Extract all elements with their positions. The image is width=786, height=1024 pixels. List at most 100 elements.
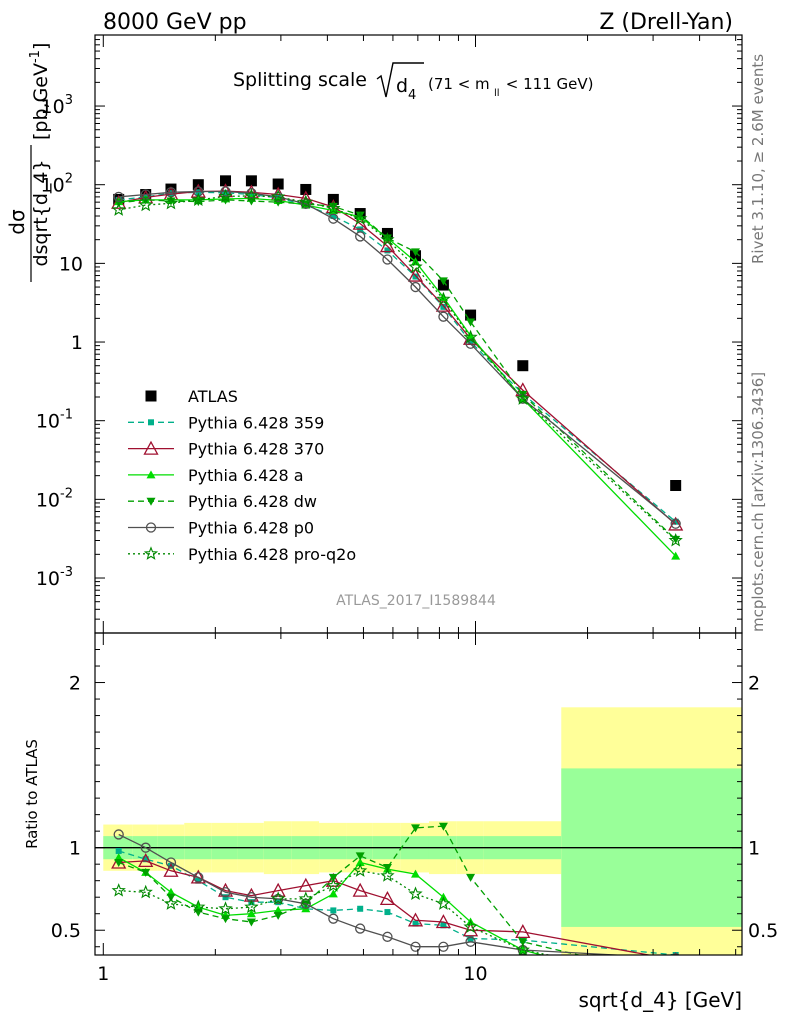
data-point [166,197,176,206]
ratio-line [118,857,544,955]
ratio-line [118,833,627,955]
series-5 [113,186,681,529]
ratio-point [195,877,202,884]
ratio-y-tick-label: 0.5 [51,920,81,942]
ratio-point [275,899,282,906]
ratio-point [466,873,476,882]
legend-label: Pythia 6.428 p0 [188,519,314,538]
ratio-point [138,884,153,899]
ratio-point [244,899,259,914]
ratio-point [140,842,151,853]
data-point [438,311,449,322]
data-point [193,186,204,197]
ratio-y-tick-label-right: 1 [748,838,760,860]
ratio-point [163,896,179,910]
data-point [355,211,365,220]
ratio-point [111,883,126,897]
legend-entry: Pythia 6.428 a [128,466,304,485]
data-point [191,192,206,207]
legend-entry: Pythia 6.428 pro-q2o [128,545,356,564]
legend-label: Pythia 6.428 pro-q2o [188,545,356,564]
data-point [671,551,681,560]
ratio-point [138,853,154,868]
title-range-sub: ll [494,88,500,99]
ratio-point [328,913,339,924]
legend-label: Pythia 6.428 359 [188,413,324,432]
ratio-point [113,829,124,840]
title-range-suffix: < 111 GeV) [501,75,593,93]
y-label-unit-main: [pb,GeV [30,63,52,140]
ratio-point [221,915,231,924]
data-point [330,213,337,220]
data-point [671,535,681,544]
ratio-axes: 0.5 0.5 1 1 2 2 1 10 [51,632,778,985]
ratio-line [118,850,676,955]
ratio-point [115,847,122,854]
data-point [517,360,529,372]
analysis-id-label: ATLAS_2017_I1589844 [336,593,496,609]
data-point [271,189,286,203]
ratio-point [271,891,286,905]
legend-marker [148,419,154,426]
y-label-numerator: dσ [5,209,29,235]
ratio-point [671,953,680,955]
ratio-point [326,878,341,892]
legend-entry: Pythia 6.428 p0 [128,519,314,538]
ratio-point [463,919,478,933]
ratio-point [352,882,368,897]
data-point [218,188,233,203]
main-series-layer [111,175,684,560]
data-point [353,211,368,225]
process-label: Z (Drell-Yan) [599,10,733,35]
svg-text:4: 4 [408,88,416,103]
data-point [220,186,231,197]
ratio-point [438,941,449,952]
ratio-series-5 [111,863,552,955]
legend-marker [143,546,159,560]
ratio-point [438,822,448,831]
x-tick-label: 1 [97,963,109,985]
data-point [670,480,682,492]
ratio-y-tick-label: 2 [69,673,81,695]
sqrt-symbol [376,62,424,98]
legend-label: Pythia 6.428 dw [188,492,317,511]
ratio-y-tick-label-right: 0.5 [748,920,778,942]
svg-text:< 111 GeV): < 111 GeV) [501,75,593,93]
ratio-point [330,907,337,914]
legend-label: ATLAS [188,387,238,406]
ratio-point [515,924,531,939]
energy-label: 8000 GeV pp [103,10,247,35]
series-6 [111,188,683,547]
y-tick-label: 10 [59,253,83,275]
data-point [272,178,284,190]
svg-text:(71 < m: (71 < m [428,75,490,93]
y-label-denominator: dsqrt{d_4} [30,159,52,266]
data-point [355,231,366,242]
y-tick-label: 103 [41,93,73,118]
data-point [411,248,421,257]
data-point [465,309,477,321]
ratio-line [118,825,582,955]
series-line [118,190,677,525]
ratio-point [357,905,364,912]
data-point [440,303,447,310]
ratio-point [355,852,365,861]
ratio-point [407,912,424,927]
ratio-point [382,863,392,872]
ratio-point [515,942,530,955]
legend-marker [146,470,156,479]
ratio-point [111,854,127,869]
data-point [438,292,448,301]
ratio-point [380,868,395,882]
ratio-point [436,896,451,910]
data-point [407,267,424,282]
data-point [382,254,393,265]
data-point [436,291,451,306]
data-point [163,195,179,210]
y-label-unit-sup: -1 [28,50,43,63]
ratio-point [142,856,149,863]
data-point [518,391,528,400]
ratio-point [671,975,680,983]
data-point [408,259,423,274]
ratio-point [165,857,177,868]
